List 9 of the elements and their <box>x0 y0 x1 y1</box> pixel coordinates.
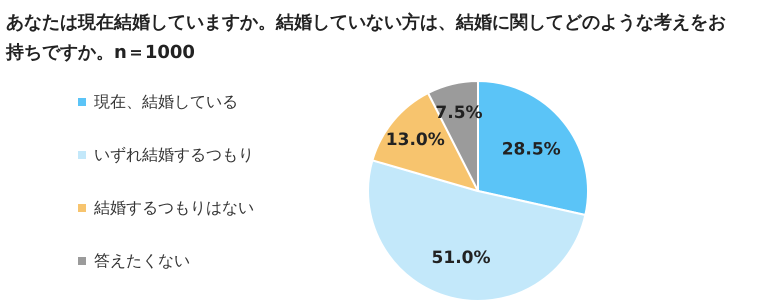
data-label: 28.5% <box>502 139 561 160</box>
legend-label: 現在、結婚している <box>94 92 238 111</box>
chart-title: あなたは現在結婚していますか。結婚していない方は、結婚に関してどのような考えをお持ちですか。n＝1000 <box>6 11 727 65</box>
legend-label: 答えたくない <box>94 251 190 270</box>
legend-label: いずれ結婚するつもり <box>94 145 254 164</box>
pie-slice <box>367 159 586 302</box>
data-label: 51.0% <box>432 248 491 268</box>
data-label: 13.0% <box>386 130 445 150</box>
legend-label: 結婚するつもりはない <box>93 198 254 217</box>
